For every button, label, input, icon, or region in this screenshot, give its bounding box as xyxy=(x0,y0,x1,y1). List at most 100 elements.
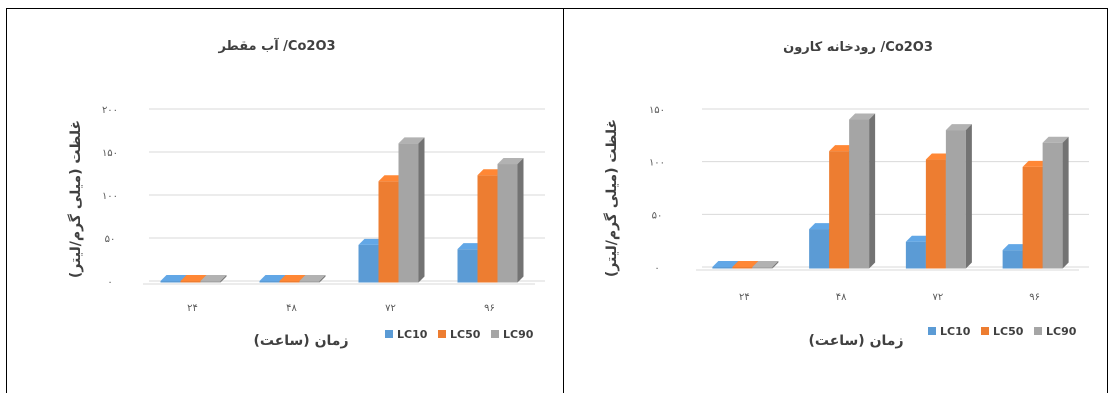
bar-front xyxy=(1022,166,1043,269)
legend-label-lc10: LC10 xyxy=(940,325,971,338)
y-tick-label: ۱۰۰ xyxy=(649,158,665,169)
bar-side xyxy=(869,113,876,269)
x-tick-label: ۹۶ xyxy=(1029,292,1040,303)
legend-swatch-lc10 xyxy=(928,327,936,335)
bar-front xyxy=(945,130,966,269)
chart-title: آب مقطر /Co2O3 xyxy=(217,37,335,54)
bar-top xyxy=(809,223,836,230)
x-tick-label: ۴۸ xyxy=(836,292,847,303)
bar-top xyxy=(712,261,739,267)
bar-front xyxy=(200,281,221,283)
bar-front xyxy=(477,175,498,283)
bar-front xyxy=(925,159,946,269)
x-axis-label: زمان (ساعت) xyxy=(253,333,348,349)
bar-lc90-1 xyxy=(299,275,326,283)
bar-lc90-0 xyxy=(200,275,227,283)
bar-front xyxy=(160,281,181,283)
bar-front xyxy=(398,143,419,283)
page-top-border xyxy=(6,8,1108,394)
x-tick-label: ۷۲ xyxy=(385,303,396,314)
bar-top xyxy=(259,275,286,281)
right-border xyxy=(1107,8,1108,393)
bar-top xyxy=(829,145,856,152)
bar-lc90-2 xyxy=(945,124,972,269)
y-axis-label: غلظت (میلی گرم/لیتر) xyxy=(67,120,84,278)
x-tick-label: ۷۲ xyxy=(933,292,944,303)
y-tick-label: ۱۰۰ xyxy=(102,191,118,202)
bar-top xyxy=(477,169,504,176)
bar-front xyxy=(752,267,773,269)
bar-top xyxy=(849,113,876,120)
bar-front xyxy=(849,119,870,269)
x-tick-label: ۴۸ xyxy=(286,303,297,314)
bar-front xyxy=(180,281,201,283)
y-tick-label: ۲۰۰ xyxy=(102,105,118,116)
bar-front xyxy=(259,281,280,283)
bar-lc90-1 xyxy=(849,113,876,269)
legend-swatch-lc50 xyxy=(438,330,446,338)
x-tick-label: ۹۶ xyxy=(484,303,495,314)
bar-front xyxy=(1002,250,1023,269)
bar-side xyxy=(517,158,524,283)
chart-karun-river: رودخانه کارون /Co2O3 ۰ ۵۰ ۱۰۰ ۱۵۰ ۲۴ ۴۸ ۷۲ ۹۶ غلظ… xyxy=(603,40,1089,349)
bar-top xyxy=(180,275,207,281)
bar-front xyxy=(299,281,320,283)
legend-label-lc10: LC10 xyxy=(397,328,428,341)
bar-front xyxy=(457,249,478,283)
bar-front xyxy=(712,267,733,269)
bar-front xyxy=(497,164,518,283)
bar-side xyxy=(965,124,972,269)
bar-side xyxy=(220,275,227,283)
y-tick-label: ۱۵۰ xyxy=(649,105,665,116)
bar-front xyxy=(1042,142,1063,269)
bar-front xyxy=(732,267,753,269)
y-tick-label: ۵۰ xyxy=(105,234,116,245)
bar-top xyxy=(457,243,484,250)
bar-lc90-3 xyxy=(497,158,524,283)
legend-label-lc50: LC50 xyxy=(993,325,1024,338)
legend-swatch-lc10 xyxy=(385,330,393,338)
bar-front xyxy=(905,241,926,269)
y-tick-label: ۱۵۰ xyxy=(102,148,118,159)
chart-title: رودخانه کارون /Co2O3 xyxy=(783,40,933,55)
bar-top xyxy=(1022,160,1049,167)
bar-lc90-2 xyxy=(398,137,425,283)
bar-lc90-0 xyxy=(752,261,779,269)
bar-side xyxy=(418,137,425,283)
bar-top xyxy=(358,238,385,245)
bar-front xyxy=(358,244,379,283)
chart-distilled-water: آب مقطر /Co2O3 ۰ ۵۰ ۱۰۰ ۱۵۰ ۲۰۰ ۲۴ ۴۸ ۷۲ ۹۶ غلظت (… xyxy=(67,37,545,349)
bar-top xyxy=(945,124,972,131)
bar-top xyxy=(279,275,306,281)
bar-top xyxy=(378,175,405,182)
bar-side xyxy=(772,261,779,269)
bar-top xyxy=(752,261,779,267)
y-tick-label: ۰ xyxy=(654,263,659,274)
y-tick-label: ۰ xyxy=(107,277,112,288)
x-axis-label: زمان (ساعت) xyxy=(808,333,903,349)
bar-top xyxy=(497,158,524,165)
legend-swatch-lc50 xyxy=(981,327,989,335)
legend-label-lc90: LC90 xyxy=(503,328,534,341)
left-border xyxy=(6,8,7,393)
bar-top xyxy=(398,137,425,144)
x-tick-label: ۲۴ xyxy=(187,303,198,314)
y-axis-label: غلظت (میلی گرم/لیتر) xyxy=(603,119,620,277)
legend-label-lc90: LC90 xyxy=(1046,325,1077,338)
bar-top xyxy=(732,261,759,267)
bar-top xyxy=(200,275,227,281)
bar-top xyxy=(1002,244,1029,251)
legend-swatch-lc90 xyxy=(1034,327,1042,335)
bar-side xyxy=(1062,136,1069,269)
y-tick-label: ۵۰ xyxy=(652,210,663,221)
bar-lc90-3 xyxy=(1042,136,1069,269)
x-tick-label: ۲۴ xyxy=(739,292,750,303)
bar-front xyxy=(279,281,300,283)
chart-panel-distilled-water: آب مقطر /Co2O3 ۰ ۵۰ ۱۰۰ ۱۵۰ ۲۰۰ ۲۴ ۴۸ ۷۲ ۹۶ غلظت (… xyxy=(7,9,562,393)
bar-top xyxy=(1042,136,1069,143)
bar-front xyxy=(378,181,399,283)
bar-top xyxy=(160,275,187,281)
legend-label-lc50: LC50 xyxy=(450,328,481,341)
bar-top xyxy=(905,235,932,242)
bar-front xyxy=(809,229,830,269)
